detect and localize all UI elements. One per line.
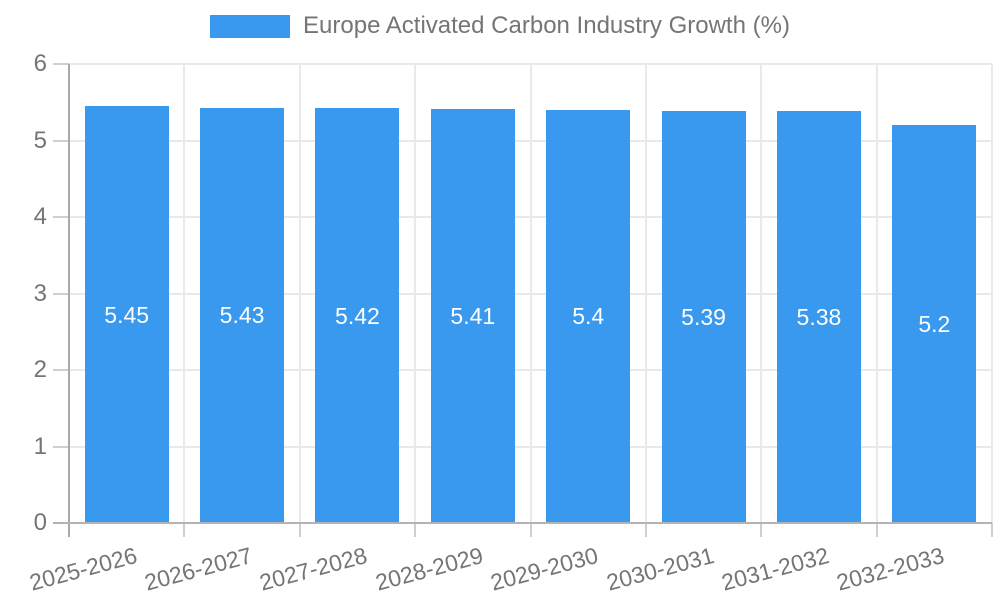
x-tick	[991, 523, 993, 537]
y-tick-label: 3	[33, 279, 47, 307]
v-gridline	[760, 64, 763, 523]
x-tick-label: 2032-2033	[834, 542, 948, 596]
x-tick-label: 2031-2032	[718, 542, 832, 596]
y-tick-label: 1	[33, 432, 47, 460]
bar[interactable]	[661, 110, 746, 523]
legend-label: Europe Activated Carbon Industry Growth …	[303, 12, 790, 39]
v-gridline	[644, 64, 647, 523]
v-gridline	[529, 64, 532, 523]
x-tick	[644, 523, 647, 537]
x-tick-label: 2029-2030	[487, 542, 601, 596]
y-tick	[53, 292, 69, 295]
y-tick-label: 6	[33, 50, 47, 77]
x-tick-label: 2025-2026	[26, 542, 140, 596]
v-gridline	[414, 64, 417, 523]
legend-item[interactable]: Europe Activated Carbon Industry Growth …	[210, 12, 790, 40]
y-axis-line	[68, 64, 70, 537]
y-tick-label: 5	[33, 126, 47, 154]
bar-value-label: 5.42	[335, 302, 380, 329]
y-tick	[53, 369, 69, 371]
v-gridline	[298, 64, 301, 523]
bar-value-label: 5.38	[796, 304, 842, 331]
bar-value-label: 5.45	[104, 301, 150, 328]
legend-swatch	[210, 14, 291, 38]
bar-value-label: 5.4	[572, 303, 605, 330]
x-tick	[760, 523, 763, 537]
y-tick	[53, 216, 69, 218]
bar[interactable]	[200, 107, 285, 523]
y-tick	[53, 139, 69, 142]
x-tick	[298, 523, 301, 537]
y-tick	[53, 445, 69, 448]
bar[interactable]	[546, 109, 631, 523]
bar[interactable]	[84, 106, 169, 523]
bar[interactable]	[892, 125, 977, 523]
x-tick-label: 2027-2028	[257, 542, 371, 596]
y-tick-label: 2	[33, 356, 47, 383]
x-tick	[875, 523, 878, 537]
x-tick-label: 2026-2027	[141, 542, 255, 596]
legend: Europe Activated Carbon Industry Growth …	[0, 12, 1000, 40]
x-tick	[183, 523, 186, 537]
bar-value-label: 5.2	[918, 311, 951, 338]
bar[interactable]	[430, 109, 515, 523]
x-tick-label: 2028-2029	[372, 542, 486, 596]
y-tick-label: 0	[33, 509, 47, 536]
bar[interactable]	[315, 108, 400, 523]
bar-value-label: 5.39	[681, 303, 726, 330]
bar-value-label: 5.41	[450, 303, 496, 330]
bar[interactable]	[776, 111, 861, 523]
y-tick-label: 4	[33, 203, 47, 230]
bar-value-label: 5.43	[219, 302, 265, 329]
v-gridline	[183, 64, 186, 523]
y-tick	[53, 63, 69, 65]
x-tick	[529, 523, 532, 537]
x-axis-line	[53, 522, 992, 524]
x-tick-label: 2030-2031	[603, 542, 717, 596]
v-gridline	[991, 64, 993, 523]
v-gridline	[875, 64, 878, 523]
x-tick	[414, 523, 417, 537]
